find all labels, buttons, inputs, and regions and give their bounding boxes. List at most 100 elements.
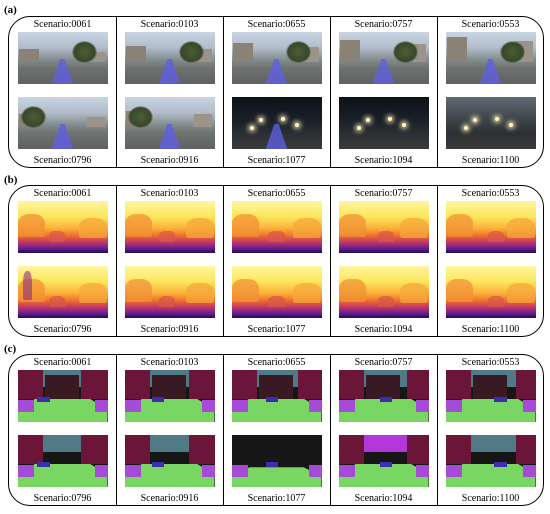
scenario-cell: Scenario:1094 — [334, 93, 434, 167]
scenario-caption: Scenario:0655 — [247, 19, 306, 30]
depth-image — [338, 201, 429, 253]
scenario-cell: Scenario:0061 — [13, 186, 113, 262]
depth-image — [124, 266, 215, 318]
scenario-caption: Scenario:0757 — [354, 357, 413, 368]
segmentation-image — [124, 435, 215, 487]
scenario-caption: Scenario:0655 — [247, 357, 306, 368]
scenario-cell: Scenario:1100 — [441, 431, 541, 505]
scenario-caption: Scenario:0061 — [33, 357, 92, 368]
depth-image — [231, 201, 322, 253]
panel-rgb: Scenario:0061 Scenario:0103 Scenario:0655 S… — [8, 16, 544, 168]
scenario-cell: Scenario:0796 — [13, 262, 113, 336]
drivable-area-overlay — [51, 59, 74, 84]
column-divider — [437, 355, 439, 505]
panel-label: (c) — [4, 343, 17, 355]
scenario-cell: Scenario:1077 — [227, 431, 327, 505]
segmentation-image — [338, 370, 429, 422]
segmentation-image — [17, 370, 108, 422]
drivable-area-overlay — [158, 124, 181, 149]
column-divider — [330, 355, 332, 505]
scenario-caption: Scenario:0796 — [33, 155, 92, 166]
scenario-cell: Scenario:0655 — [227, 186, 327, 262]
scenario-caption: Scenario:1094 — [354, 493, 413, 504]
column-divider — [223, 355, 225, 505]
segmentation-image — [231, 370, 322, 422]
drivable-area-overlay — [265, 59, 288, 84]
scenario-caption: Scenario:0757 — [354, 19, 413, 30]
panel-label: (a) — [4, 4, 17, 16]
scenario-caption: Scenario:1094 — [354, 324, 413, 335]
scenario-cell: Scenario:0916 — [120, 262, 220, 336]
scenario-caption: Scenario:0103 — [140, 188, 199, 199]
column-divider — [116, 186, 118, 336]
scenario-caption: Scenario:0796 — [33, 493, 92, 504]
scenario-caption: Scenario:0103 — [140, 357, 199, 368]
rgb-image — [445, 32, 536, 84]
column-divider — [223, 186, 225, 336]
scenario-cell: Scenario:0757 — [334, 17, 434, 93]
rgb-image — [124, 97, 215, 149]
rgb-image — [231, 32, 322, 84]
rgb-image — [124, 32, 215, 84]
scenario-cell: Scenario:0103 — [120, 186, 220, 262]
scenario-cell: Scenario:1100 — [441, 262, 541, 336]
scenario-cell: Scenario:0061 — [13, 355, 113, 431]
drivable-area-overlay — [265, 124, 288, 149]
segmentation-image — [338, 435, 429, 487]
scenario-caption: Scenario:0061 — [33, 188, 92, 199]
scenario-cell: Scenario:0103 — [120, 17, 220, 93]
scenario-cell: Scenario:1077 — [227, 262, 327, 336]
rgb-image — [338, 97, 429, 149]
depth-image — [231, 266, 322, 318]
scenario-caption: Scenario:0553 — [461, 188, 520, 199]
rgb-image — [231, 97, 322, 149]
scenario-caption: Scenario:0916 — [140, 155, 199, 166]
scenario-caption: Scenario:0553 — [461, 19, 520, 30]
scenario-caption: Scenario:0553 — [461, 357, 520, 368]
segmentation-image — [231, 435, 322, 487]
drivable-area-overlay — [372, 59, 395, 84]
column-divider — [437, 17, 439, 167]
rgb-image — [17, 32, 108, 84]
scenario-caption: Scenario:0916 — [140, 493, 199, 504]
panel-depth: Scenario:0061 Scenario:0103 Scenario:0655 S… — [8, 185, 544, 337]
scenario-caption: Scenario:0757 — [354, 188, 413, 199]
scenario-caption: Scenario:0103 — [140, 19, 199, 30]
scenario-caption: Scenario:1100 — [461, 155, 520, 166]
scenario-cell: Scenario:0757 — [334, 186, 434, 262]
scenario-cell: Scenario:1100 — [441, 93, 541, 167]
drivable-area-overlay — [51, 124, 74, 149]
scenario-caption: Scenario:1094 — [354, 155, 413, 166]
segmentation-image — [124, 370, 215, 422]
scenario-cell: Scenario:0553 — [441, 355, 541, 431]
scenario-cell: Scenario:0916 — [120, 93, 220, 167]
column-divider — [223, 17, 225, 167]
scenario-cell: Scenario:0655 — [227, 17, 327, 93]
scenario-cell: Scenario:0061 — [13, 17, 113, 93]
rgb-image — [445, 97, 536, 149]
scenario-cell: Scenario:0103 — [120, 355, 220, 431]
scenario-cell: Scenario:0916 — [120, 431, 220, 505]
column-divider — [116, 17, 118, 167]
drivable-area-overlay — [479, 59, 502, 84]
scenario-caption: Scenario:0796 — [33, 324, 92, 335]
scenario-cell: Scenario:0553 — [441, 186, 541, 262]
rgb-image — [17, 97, 108, 149]
depth-image — [445, 201, 536, 253]
column-divider — [116, 355, 118, 505]
scenario-cell: Scenario:0553 — [441, 17, 541, 93]
drivable-area-overlay — [158, 59, 181, 84]
rgb-image — [338, 32, 429, 84]
segmentation-image — [17, 435, 108, 487]
column-divider — [330, 17, 332, 167]
scenario-caption: Scenario:1077 — [247, 493, 306, 504]
scenario-cell: Scenario:1077 — [227, 93, 327, 167]
scenario-cell: Scenario:0796 — [13, 93, 113, 167]
segmentation-image — [445, 370, 536, 422]
scenario-cell: Scenario:0757 — [334, 355, 434, 431]
scenario-caption: Scenario:1100 — [461, 493, 520, 504]
scenario-caption: Scenario:0916 — [140, 324, 199, 335]
depth-image — [445, 266, 536, 318]
scenario-cell: Scenario:1094 — [334, 262, 434, 336]
scenario-caption: Scenario:1077 — [247, 324, 306, 335]
